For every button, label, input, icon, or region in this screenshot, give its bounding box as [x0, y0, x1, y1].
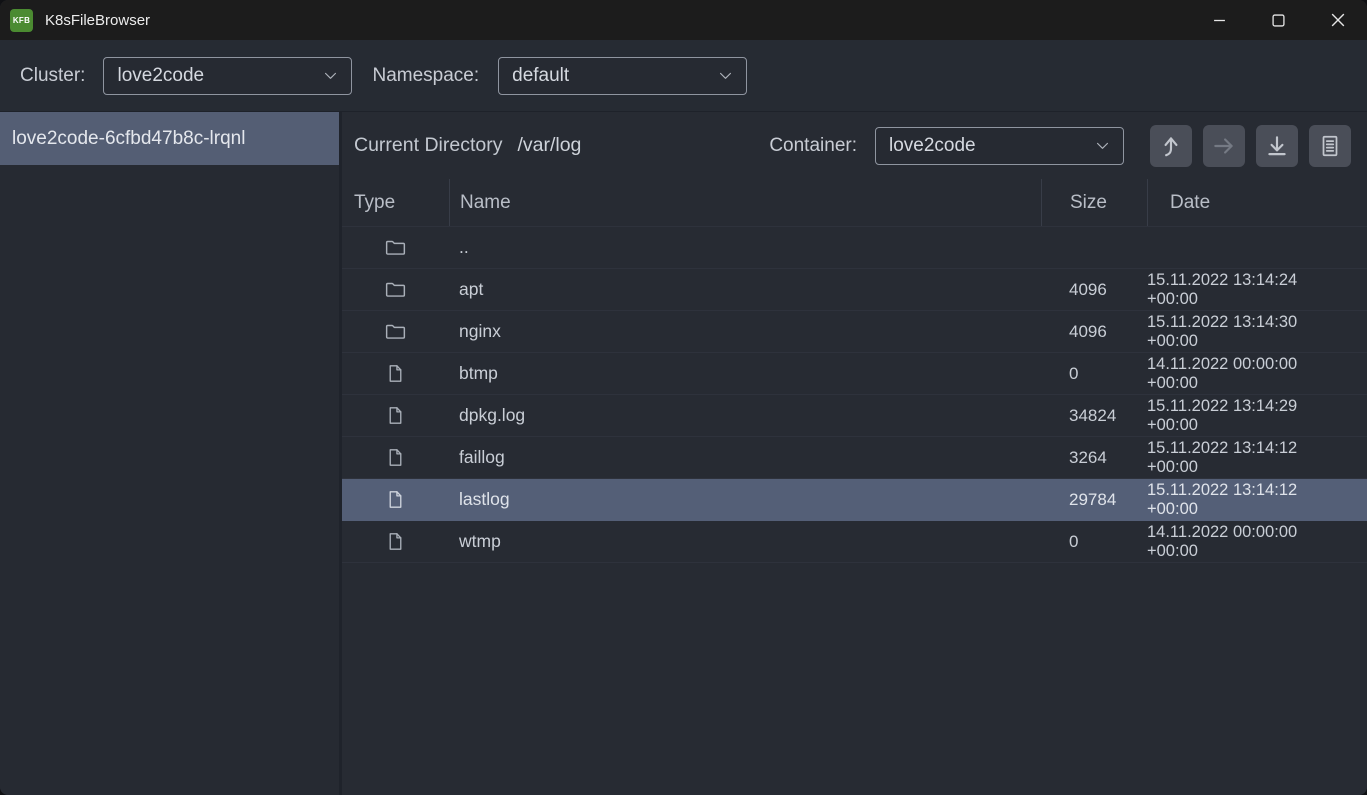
- file-size: 29784: [1069, 489, 1117, 509]
- column-header-size: Size: [1041, 179, 1147, 226]
- file-row[interactable]: faillog 3264 15.11.2022 13:14:12 +00:00: [342, 437, 1367, 479]
- column-header-date: Date: [1147, 179, 1367, 226]
- connection-toolbar: Cluster: love2code Namespace: default: [0, 40, 1367, 112]
- folder-icon: [342, 269, 449, 310]
- file-action-buttons: [1150, 124, 1351, 167]
- namespace-label: Namespace:: [372, 64, 480, 86]
- file-name: dpkg.log: [459, 405, 526, 425]
- cluster-dropdown[interactable]: love2code: [103, 56, 353, 95]
- current-directory-label: Current Directory: [354, 134, 503, 156]
- arrow-right-icon: [1214, 137, 1233, 154]
- file-size: 4096: [1069, 321, 1107, 341]
- file-date: 15.11.2022 13:14:30 +00:00: [1147, 312, 1298, 350]
- column-header-type: Type: [354, 191, 396, 213]
- view-logs-button[interactable]: [1309, 124, 1351, 167]
- file-icon: [342, 395, 449, 436]
- column-header-name: Name: [449, 179, 1041, 226]
- file-name: nginx: [459, 321, 501, 341]
- file-date: 14.11.2022 00:00:00 +00:00: [1147, 522, 1298, 560]
- namespace-dropdown[interactable]: default: [498, 56, 748, 95]
- navigate-forward-button[interactable]: [1203, 124, 1245, 167]
- file-name: wtmp: [459, 531, 501, 551]
- file-row[interactable]: lastlog 29784 15.11.2022 13:14:12 +00:00: [342, 479, 1367, 521]
- pod-name: love2code-6cfbd47b8c-lrqnl: [12, 127, 246, 149]
- file-table-header: Type Name Size Date: [342, 179, 1367, 227]
- file-icon: [342, 479, 449, 520]
- file-row[interactable]: dpkg.log 34824 15.11.2022 13:14:29 +00:00: [342, 395, 1367, 437]
- pod-list-sidebar: love2code-6cfbd47b8c-lrqnl: [0, 112, 342, 795]
- navigate-up-button[interactable]: [1150, 124, 1192, 167]
- file-table: Type Name Size Date .. apt 4096 15.11.2022 …: [342, 179, 1367, 795]
- arrow-up-curved-icon: [1164, 136, 1178, 156]
- maximize-button[interactable]: [1249, 0, 1308, 40]
- file-date: 15.11.2022 13:14:12 +00:00: [1147, 480, 1298, 518]
- namespace-dropdown-value: default: [512, 64, 570, 86]
- file-icon: [342, 353, 449, 394]
- chevron-down-icon: [322, 67, 339, 84]
- file-size: 4096: [1069, 279, 1107, 299]
- folder-icon: [342, 311, 449, 352]
- directory-bar: Current Directory /var/log Container: lo…: [342, 112, 1367, 179]
- cluster-dropdown-value: love2code: [117, 64, 205, 86]
- file-row[interactable]: nginx 4096 15.11.2022 13:14:30 +00:00: [342, 311, 1367, 353]
- file-size: [1041, 227, 1147, 268]
- main-panel: Current Directory /var/log Container: lo…: [342, 112, 1367, 795]
- container-dropdown-value: love2code: [889, 134, 976, 156]
- file-date: [1147, 227, 1367, 268]
- folder-icon: [342, 227, 449, 268]
- file-name: lastlog: [459, 489, 510, 509]
- file-name: apt: [459, 279, 484, 299]
- file-date: 15.11.2022 13:14:29 +00:00: [1147, 396, 1298, 434]
- chevron-down-icon: [717, 67, 734, 84]
- container-label: Container:: [769, 134, 857, 156]
- log-document-icon: [1322, 135, 1338, 156]
- chevron-down-icon: [1094, 137, 1111, 154]
- file-name: btmp: [459, 363, 498, 383]
- current-directory-path: /var/log: [517, 134, 582, 156]
- container-dropdown[interactable]: love2code: [875, 126, 1124, 165]
- file-icon: [342, 437, 449, 478]
- file-icon: [342, 521, 449, 562]
- close-button[interactable]: [1308, 0, 1367, 40]
- titlebar: KFB K8sFileBrowser: [0, 0, 1367, 40]
- file-row[interactable]: apt 4096 15.11.2022 13:14:24 +00:00: [342, 269, 1367, 311]
- file-date: 14.11.2022 00:00:00 +00:00: [1147, 354, 1298, 392]
- file-name: ..: [459, 237, 469, 257]
- minimize-button[interactable]: [1190, 0, 1249, 40]
- file-date: 15.11.2022 13:14:24 +00:00: [1147, 270, 1298, 308]
- window-title: K8sFileBrowser: [45, 11, 151, 29]
- download-icon: [1268, 135, 1286, 155]
- file-row[interactable]: ..: [342, 227, 1367, 269]
- app-logo-icon: KFB: [10, 8, 33, 32]
- download-file-button[interactable]: [1256, 124, 1298, 167]
- cluster-label: Cluster:: [20, 64, 86, 86]
- file-row[interactable]: wtmp 0 14.11.2022 00:00:00 +00:00: [342, 521, 1367, 563]
- file-size: 3264: [1069, 447, 1107, 467]
- window-controls: [1190, 0, 1367, 40]
- file-row[interactable]: btmp 0 14.11.2022 00:00:00 +00:00: [342, 353, 1367, 395]
- file-size: 34824: [1069, 405, 1117, 425]
- pod-list-item[interactable]: love2code-6cfbd47b8c-lrqnl: [0, 112, 339, 165]
- file-size: 0: [1069, 363, 1079, 383]
- file-table-body: .. apt 4096 15.11.2022 13:14:24 +00:00 nginx…: [342, 227, 1367, 563]
- file-size: 0: [1069, 531, 1079, 551]
- file-date: 15.11.2022 13:14:12 +00:00: [1147, 438, 1298, 476]
- file-name: faillog: [459, 447, 505, 467]
